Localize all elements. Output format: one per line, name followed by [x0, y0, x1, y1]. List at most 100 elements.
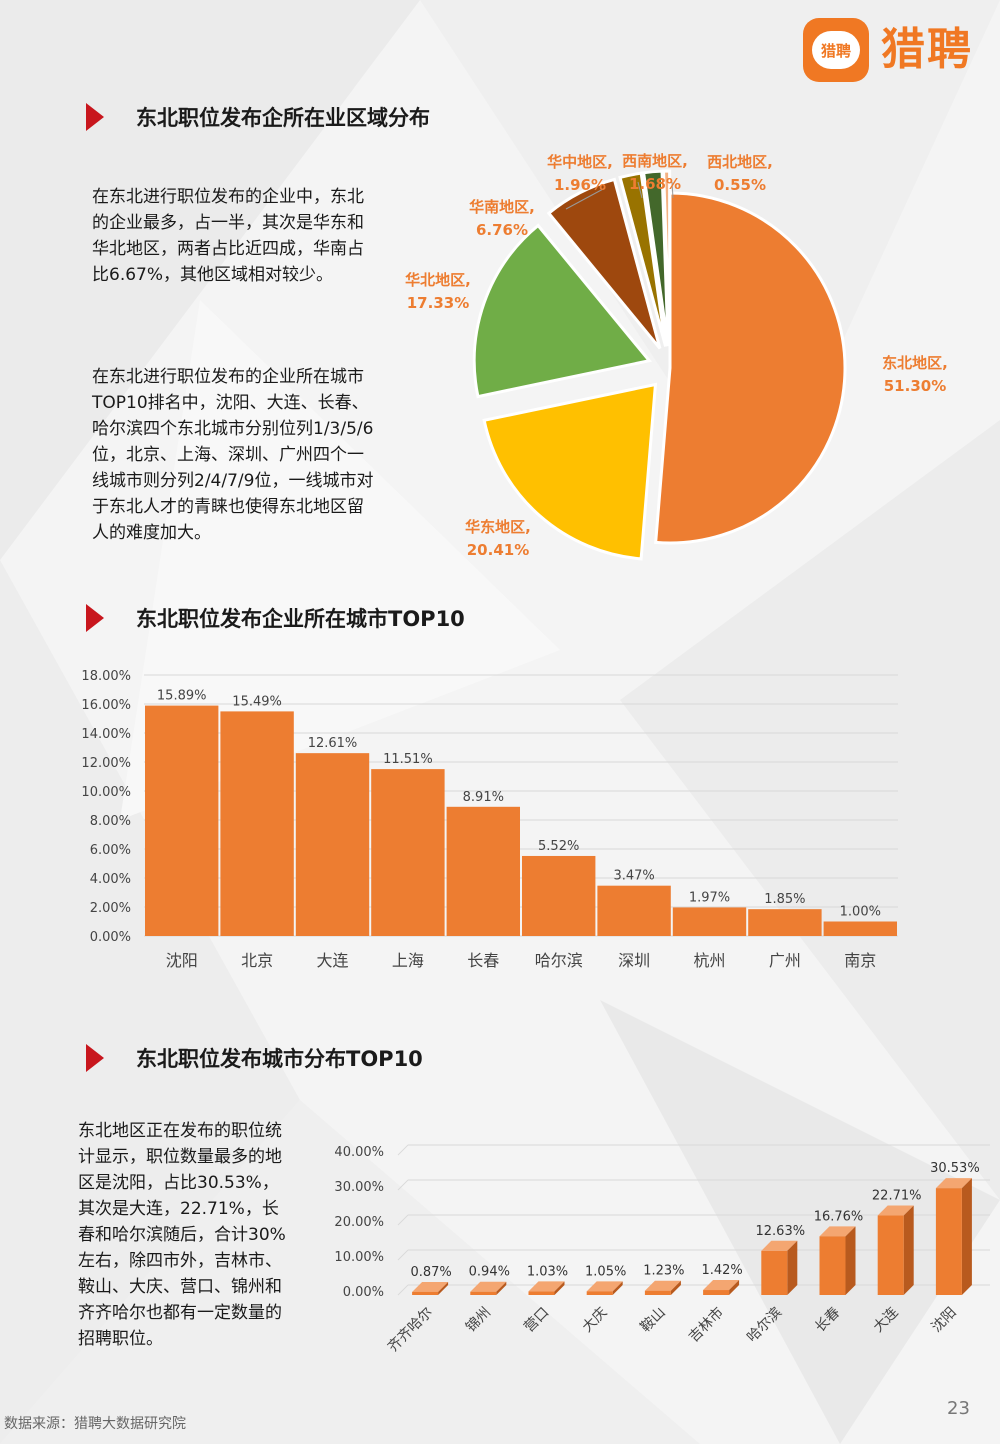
bar-value-label: 15.49%	[232, 694, 282, 709]
grid-line	[397, 1214, 409, 1226]
bar-side-face	[961, 1178, 972, 1295]
y-tick-label: 6.00%	[90, 843, 131, 858]
pie-slice	[472, 223, 652, 399]
pie-slice	[546, 177, 662, 350]
bar-side-face	[612, 1281, 623, 1295]
x-category-label: 哈尔滨	[744, 1305, 785, 1346]
x-category-label: 鞍山	[638, 1305, 669, 1336]
y-tick-label: 2.00%	[90, 901, 131, 916]
bar	[295, 753, 370, 936]
bar	[672, 907, 747, 936]
bar-value-label: 1.85%	[764, 892, 805, 907]
x-category-label: 上海	[392, 951, 424, 970]
section-title-company-city-text: 东北职位发布企业所在城市TOP10	[136, 607, 465, 631]
pie-label-name: 东北地区,	[882, 354, 948, 372]
pie-label-value: 1.68%	[629, 175, 681, 193]
region-pie-chart: 东北地区, 51.30% 华东地区, 20.41% 华北地区, 17.33% 华南地区, 6.…	[405, 152, 948, 561]
pie-label-name: 华北地区,	[405, 271, 471, 289]
job-city-paragraph: 东北地区正在发布的职位统计显示，职位数量最多的地区是沈阳，占比30.53%，其次…	[78, 1121, 286, 1349]
bar-value-label: 0.87%	[410, 1265, 451, 1280]
bar-top-face	[528, 1281, 565, 1292]
bar-side-face	[903, 1205, 914, 1295]
pie-leader-line	[637, 181, 643, 199]
pie-label-value: 0.55%	[714, 176, 766, 194]
title-marker-icon	[86, 1044, 104, 1072]
bar	[371, 769, 445, 936]
bar	[819, 1236, 846, 1295]
section-title-job-city: 东北职位发布城市分布TOP10	[86, 1043, 423, 1073]
x-category-label: 哈尔滨	[535, 951, 583, 970]
bar-value-label: 1.05%	[585, 1264, 626, 1279]
pie-label-value: 51.30%	[884, 377, 946, 395]
section-title-region: 东北职位发布企所在业区域分布	[86, 102, 430, 132]
x-category-label: 南京	[844, 951, 876, 970]
bar-top-face	[761, 1240, 798, 1251]
bar-top-face	[470, 1281, 507, 1292]
bar	[597, 885, 671, 936]
bar-value-label: 15.89%	[157, 689, 207, 704]
grid-line	[397, 1249, 409, 1261]
bar-value-label: 11.51%	[383, 752, 433, 767]
section-title-job-city-text: 东北职位发布城市分布TOP10	[136, 1047, 423, 1071]
company-city-bar-chart: 0.00% 2.00% 4.00% 6.00% 8.00% 10.00% 12.00% 14.…	[81, 669, 898, 970]
bar	[935, 1188, 962, 1295]
bar-value-label: 30.53%	[930, 1161, 980, 1176]
bar-value-label: 1.03%	[527, 1264, 568, 1279]
pie-leader-line	[671, 181, 674, 199]
y-tick-label: 20.00%	[334, 1215, 384, 1230]
pie-label-name: 西南地区,	[622, 152, 688, 170]
x-category-label: 大连	[870, 1305, 901, 1336]
y-tick-label: 18.00%	[81, 669, 131, 684]
bar-value-label: 1.42%	[701, 1263, 742, 1278]
y-tick-label: 12.00%	[81, 756, 131, 771]
pie-label-value: 20.41%	[467, 541, 529, 559]
pie-slice	[618, 171, 668, 347]
bar-side-face	[845, 1226, 856, 1295]
bar-value-label: 1.00%	[840, 905, 881, 920]
data-source-note: 数据来源：猎聘大数据研究院	[4, 1416, 186, 1432]
pie-leader-line	[565, 187, 606, 210]
bar-top-face	[877, 1205, 914, 1216]
pie-slice	[654, 191, 847, 545]
bar-side-face	[496, 1281, 507, 1295]
bar-top-face	[819, 1226, 856, 1237]
bar-side-face	[438, 1281, 449, 1295]
region-paragraph-2: 在东北进行职位发布的企业所在城市TOP10排名中，沈阳、大连、长春、哈尔滨四个东…	[92, 367, 374, 543]
y-tick-label: 30.00%	[334, 1180, 384, 1195]
section-title-region-text: 东北职位发布企所在业区域分布	[136, 106, 430, 130]
bar-top-face	[644, 1280, 681, 1291]
pie-label-value: 6.76%	[476, 221, 528, 239]
grid-line	[397, 1144, 409, 1156]
logo-brand-text: 猎聘	[881, 24, 973, 75]
bar-value-label: 0.94%	[469, 1265, 510, 1280]
bar-side-face	[670, 1280, 681, 1295]
x-category-label: 广州	[769, 951, 801, 970]
job-city-3d-bar-chart: 0.00% 10.00% 20.00% 30.00% 40.00% 0.87% 齐齐哈尔 0.…	[334, 1144, 990, 1355]
x-category-label: 北京	[241, 951, 273, 970]
bar-top-face	[935, 1178, 972, 1189]
bar-value-label: 12.63%	[756, 1224, 806, 1239]
bar	[748, 909, 822, 936]
pie-slice	[662, 169, 672, 347]
bar-value-label: 3.47%	[613, 869, 654, 884]
bar	[220, 711, 294, 936]
bar-value-label: 16.76%	[814, 1209, 864, 1224]
bar-value-label: 22.71%	[872, 1189, 922, 1204]
bar	[644, 1290, 671, 1295]
logo-badge-text: 猎聘	[812, 31, 860, 69]
bar	[446, 806, 520, 936]
y-tick-label: 14.00%	[81, 727, 131, 742]
x-category-label: 大庆	[579, 1305, 610, 1336]
region-paragraph-1: 在东北进行职位发布的企业中，东北的企业最多，占一半，其次是华东和华北地区，两者占…	[92, 187, 364, 285]
bar-side-face	[729, 1280, 740, 1295]
title-marker-icon	[86, 604, 104, 632]
bar-value-label: 12.61%	[308, 736, 358, 751]
bar-top-face	[703, 1280, 740, 1291]
x-category-label: 营口	[521, 1305, 552, 1336]
bar	[412, 1291, 439, 1295]
y-tick-label: 10.00%	[334, 1250, 384, 1265]
bar-value-label: 1.23%	[643, 1264, 684, 1279]
bar	[823, 921, 897, 936]
x-category-label: 沈阳	[929, 1305, 960, 1336]
bar	[761, 1250, 788, 1295]
